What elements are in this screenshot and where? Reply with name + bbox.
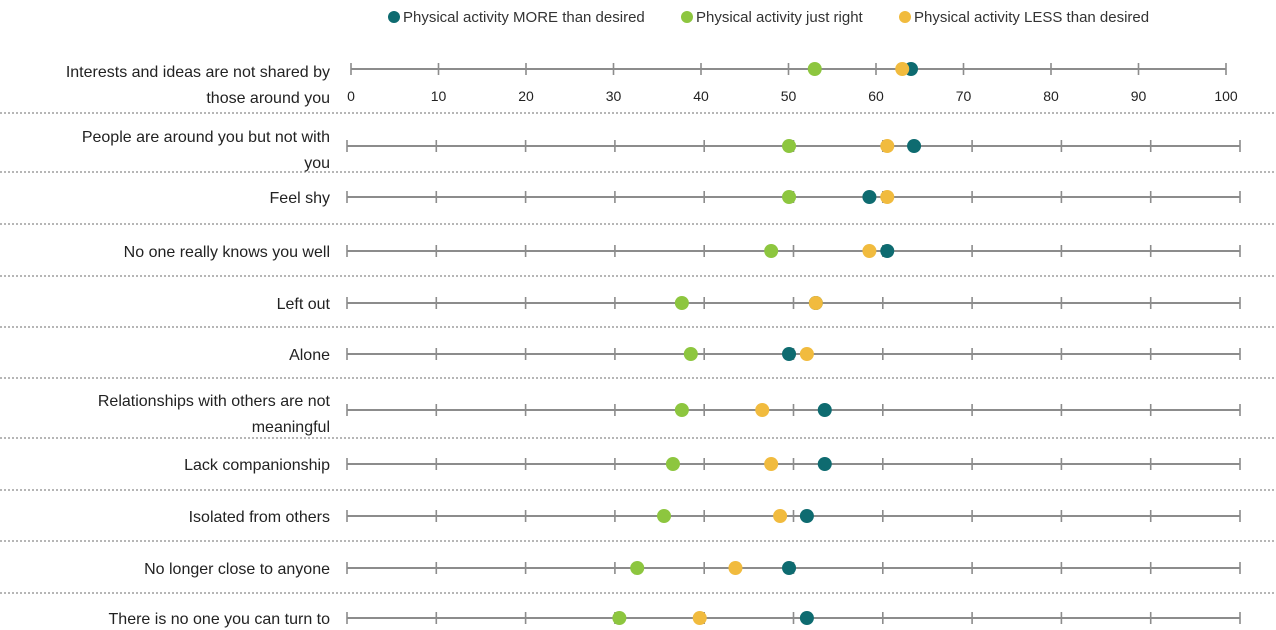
data-point-less [880, 190, 895, 204]
data-point-less [728, 561, 743, 575]
legend-marker [388, 11, 400, 23]
chart-row: Interests and ideas are not shared by tho… [66, 62, 1238, 107]
data-point-more [817, 457, 832, 471]
row-label-line: There is no one you can turn to [109, 611, 331, 628]
tick-label: 60 [868, 88, 884, 104]
row-label-line: Alone [289, 347, 330, 364]
data-point-right [782, 190, 797, 204]
row-label-line: Lack companionship [184, 457, 330, 474]
data-point-more [782, 561, 797, 575]
data-point-more [799, 611, 814, 625]
row-label-line: meaningful [252, 419, 330, 436]
row-label: Isolated from others [189, 509, 330, 526]
data-point-less [799, 347, 814, 361]
data-point-right [665, 457, 680, 471]
tick-label: 30 [606, 88, 622, 104]
row-label: There is no one you can turn to [109, 611, 331, 628]
chart-row: No one really knows you well [124, 244, 1241, 261]
row-label-line: No longer close to anyone [144, 561, 330, 578]
row-label-line: People are around you but not with [82, 129, 330, 146]
legend-marker [681, 11, 693, 23]
chart-row: Isolated from others [189, 509, 1241, 526]
data-point-less [692, 611, 707, 625]
chart-row: Lack companionship [184, 457, 1241, 474]
chart-row: Feel shy [270, 190, 1241, 207]
row-label: Relationships with others are not meaning… [98, 393, 331, 436]
data-point-right [782, 139, 797, 153]
data-point-less [895, 62, 910, 76]
data-point-more [817, 403, 832, 417]
row-label-line: those around you [206, 90, 330, 107]
row-label: People are around you but not with you [82, 129, 330, 172]
chart-row: Alone [289, 347, 1241, 364]
legend-marker [899, 11, 911, 23]
data-point-more [907, 139, 922, 153]
data-point-right [657, 509, 672, 523]
tick-label: 80 [1043, 88, 1059, 104]
data-point-right [807, 62, 822, 76]
legend-label: Physical activity MORE than desired [403, 9, 645, 26]
row-label-line: Left out [277, 296, 331, 313]
row-label-line: Isolated from others [189, 509, 330, 526]
chart-row: People are around you but not with you [82, 129, 1241, 172]
tick-label: 40 [693, 88, 709, 104]
row-label: Left out [277, 296, 331, 313]
row-label: Interests and ideas are not shared by tho… [66, 64, 330, 107]
data-point-less [773, 509, 788, 523]
chart-row: Left out [277, 296, 1241, 313]
chart-row: No longer close to anyone [144, 561, 1241, 578]
tick-label: 20 [518, 88, 534, 104]
data-point-right [674, 296, 689, 310]
plot-rows: Interests and ideas are not shared by tho… [0, 62, 1276, 628]
data-point-less [764, 457, 779, 471]
tick-label: 90 [1131, 88, 1147, 104]
data-point-more [782, 347, 797, 361]
tick-label: 70 [956, 88, 972, 104]
tick-label: 50 [781, 88, 797, 104]
data-point-less [755, 403, 770, 417]
data-point-less [880, 139, 895, 153]
row-label-line: No one really knows you well [124, 244, 330, 261]
data-point-more [862, 190, 877, 204]
row-label: Lack companionship [184, 457, 330, 474]
legend: Physical activity MORE than desired Physi… [388, 9, 1149, 26]
data-point-right [683, 347, 698, 361]
data-point-right [612, 611, 627, 625]
row-label: Feel shy [270, 190, 330, 207]
tick-label: 0 [347, 88, 355, 104]
legend-item: Physical activity LESS than desired [899, 9, 1149, 26]
row-label: No longer close to anyone [144, 561, 330, 578]
row-label-line: Feel shy [270, 190, 330, 207]
data-point-right [630, 561, 645, 575]
legend-item: Physical activity just right [681, 9, 864, 26]
row-label-line: you [304, 155, 330, 172]
row-label: Alone [289, 347, 330, 364]
legend-label: Physical activity LESS than desired [914, 9, 1149, 26]
legend-label: Physical activity just right [696, 9, 864, 26]
chart-row: Relationships with others are not meaning… [98, 393, 1241, 436]
data-point-right [764, 244, 779, 258]
data-point-right [674, 403, 689, 417]
legend-item: Physical activity MORE than desired [388, 9, 645, 26]
row-label-line: Relationships with others are not [98, 393, 331, 410]
row-label-line: Interests and ideas are not shared by [66, 64, 330, 81]
data-point-less [862, 244, 877, 258]
tick-label: 10 [431, 88, 447, 104]
data-point-less [808, 296, 823, 310]
tick-label: 100 [1214, 88, 1238, 104]
data-point-more [799, 509, 814, 523]
chart-row: There is no one you can turn to [109, 611, 1241, 628]
data-point-more [880, 244, 895, 258]
row-label: No one really knows you well [124, 244, 330, 261]
